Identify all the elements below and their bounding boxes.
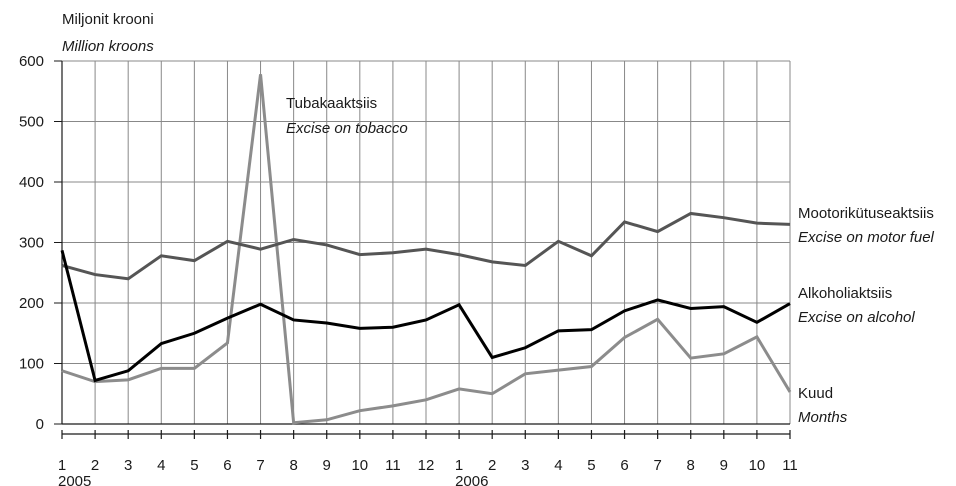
x-tick-label: 5 bbox=[190, 457, 198, 474]
x-tick-label: 11 bbox=[385, 457, 401, 474]
x-tick-label: 4 bbox=[157, 457, 165, 474]
year-label: 2005 bbox=[58, 473, 91, 486]
series-line-alcohol bbox=[60, 249, 791, 383]
y-tick-label: 600 bbox=[19, 53, 44, 70]
x-tick-label: 6 bbox=[620, 457, 628, 474]
alcohol-series-label-en: Excise on alcohol bbox=[798, 309, 915, 326]
y-axis-label: Miljonit krooni bbox=[62, 11, 154, 28]
x-tick-label: 3 bbox=[124, 457, 132, 474]
tobacco-series-label-en: Excise on tobacco bbox=[286, 120, 408, 137]
y-tick-labels: 0 100 200 300 400 500 600 bbox=[19, 53, 44, 433]
x-tick-label: 10 bbox=[351, 457, 368, 474]
tobacco-series-label: Tubakaaktsiis bbox=[286, 95, 377, 112]
y-tick-label: 200 bbox=[19, 295, 44, 312]
y-tick-label: 0 bbox=[36, 416, 44, 433]
x-tick-label: 7 bbox=[653, 457, 661, 474]
x-tick-label: 1 bbox=[58, 457, 66, 474]
y-tick-label: 300 bbox=[19, 235, 44, 252]
x-tick-label: 9 bbox=[323, 457, 331, 474]
x-axis-label-en: Months bbox=[798, 409, 848, 426]
y-tick-label: 500 bbox=[19, 114, 44, 131]
x-tick-label: 8 bbox=[289, 457, 297, 474]
motor-fuel-series-label: Mootorikütuseaktsiis bbox=[798, 205, 934, 222]
x-tick-label: 8 bbox=[687, 457, 695, 474]
x-tick-label: 4 bbox=[554, 457, 562, 474]
x-axis-label: Kuud bbox=[798, 385, 833, 402]
x-tick-label: 10 bbox=[749, 457, 766, 474]
x-tick-label: 11 bbox=[782, 457, 798, 474]
x-tick-label: 1 bbox=[455, 457, 463, 474]
x-tick-label: 12 bbox=[418, 457, 435, 474]
x-tick-label: 2 bbox=[488, 457, 496, 474]
axes bbox=[54, 60, 791, 439]
alcohol-series-label: Alkoholiaktsiis bbox=[798, 285, 892, 302]
x-tick-label: 5 bbox=[587, 457, 595, 474]
x-tick-label: 3 bbox=[521, 457, 529, 474]
series-line-tobacco bbox=[61, 74, 792, 425]
motor-fuel-series-label-en: Excise on motor fuel bbox=[798, 229, 935, 246]
series-line-motor-fuel bbox=[61, 211, 791, 281]
x-tick-label: 9 bbox=[720, 457, 728, 474]
y-tick-label: 400 bbox=[19, 174, 44, 191]
series-lines bbox=[60, 74, 792, 425]
x-tick-label: 6 bbox=[223, 457, 231, 474]
y-axis-label-en: Million kroons bbox=[62, 38, 154, 55]
x-tick-label: 7 bbox=[256, 457, 264, 474]
y-tick-label: 100 bbox=[19, 356, 44, 373]
gridlines bbox=[62, 60, 791, 424]
year-label: 2006 bbox=[455, 473, 488, 486]
x-tick-label: 2 bbox=[91, 457, 99, 474]
